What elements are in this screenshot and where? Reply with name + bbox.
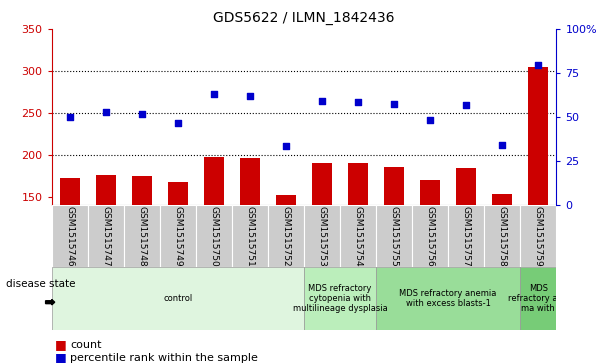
Bar [484, 205, 520, 267]
Text: GSM1515750: GSM1515750 [209, 205, 218, 266]
Point [426, 118, 435, 123]
Bar [520, 267, 556, 330]
Bar [168, 182, 188, 322]
Bar [204, 157, 224, 322]
Bar [196, 205, 232, 267]
Point [101, 109, 111, 115]
Text: GSM1515759: GSM1515759 [534, 205, 543, 266]
Text: GSM1515746: GSM1515746 [65, 205, 74, 266]
Bar [96, 175, 116, 322]
Bar [52, 267, 304, 330]
Point [209, 91, 219, 97]
Text: disease state: disease state [6, 279, 75, 289]
Bar [88, 205, 124, 267]
Bar [492, 194, 512, 322]
Bar [412, 205, 448, 267]
Text: MDS
refractory ane
ma with: MDS refractory ane ma with [508, 284, 568, 314]
Bar [456, 168, 476, 322]
Bar [376, 205, 412, 267]
Bar [60, 178, 80, 322]
Point [173, 120, 183, 126]
Text: GSM1515756: GSM1515756 [426, 205, 435, 266]
Point [317, 98, 327, 104]
Bar [276, 195, 296, 322]
Bar [376, 267, 520, 330]
Point [281, 143, 291, 149]
Bar [160, 205, 196, 267]
Point [389, 102, 399, 107]
Bar [384, 167, 404, 322]
Bar [528, 67, 548, 322]
Text: ■: ■ [55, 338, 66, 351]
Text: GSM1515749: GSM1515749 [173, 205, 182, 266]
Text: GSM1515752: GSM1515752 [282, 205, 291, 266]
Text: GSM1515758: GSM1515758 [498, 205, 506, 266]
Text: GSM1515748: GSM1515748 [137, 205, 147, 266]
Text: ■: ■ [55, 351, 66, 363]
Bar [340, 205, 376, 267]
Text: GSM1515754: GSM1515754 [354, 205, 362, 266]
Point [533, 62, 543, 68]
Bar [232, 205, 268, 267]
Point [137, 111, 147, 117]
Bar [124, 205, 160, 267]
Point [353, 99, 363, 105]
Bar [304, 267, 376, 330]
Text: GSM1515753: GSM1515753 [317, 205, 326, 266]
Bar [520, 205, 556, 267]
Text: MDS refractory
cytopenia with
multilineage dysplasia: MDS refractory cytopenia with multilinea… [292, 284, 387, 314]
Text: GSM1515751: GSM1515751 [246, 205, 254, 266]
Point [65, 114, 75, 120]
Text: control: control [163, 294, 193, 303]
Bar [304, 205, 340, 267]
Text: percentile rank within the sample: percentile rank within the sample [70, 352, 258, 363]
Point [497, 142, 507, 148]
Text: GSM1515755: GSM1515755 [390, 205, 399, 266]
Text: GSM1515747: GSM1515747 [102, 205, 110, 266]
Bar [268, 205, 304, 267]
Point [461, 102, 471, 108]
Point [245, 93, 255, 99]
Bar [312, 163, 332, 322]
Bar [348, 163, 368, 322]
Bar [420, 180, 440, 322]
Bar [52, 205, 88, 267]
Title: GDS5622 / ILMN_1842436: GDS5622 / ILMN_1842436 [213, 11, 395, 25]
Bar [448, 205, 484, 267]
Text: GSM1515757: GSM1515757 [461, 205, 471, 266]
Bar [240, 158, 260, 322]
Text: MDS refractory anemia
with excess blasts-1: MDS refractory anemia with excess blasts… [399, 289, 497, 308]
Text: count: count [70, 340, 102, 350]
Bar [132, 176, 152, 322]
